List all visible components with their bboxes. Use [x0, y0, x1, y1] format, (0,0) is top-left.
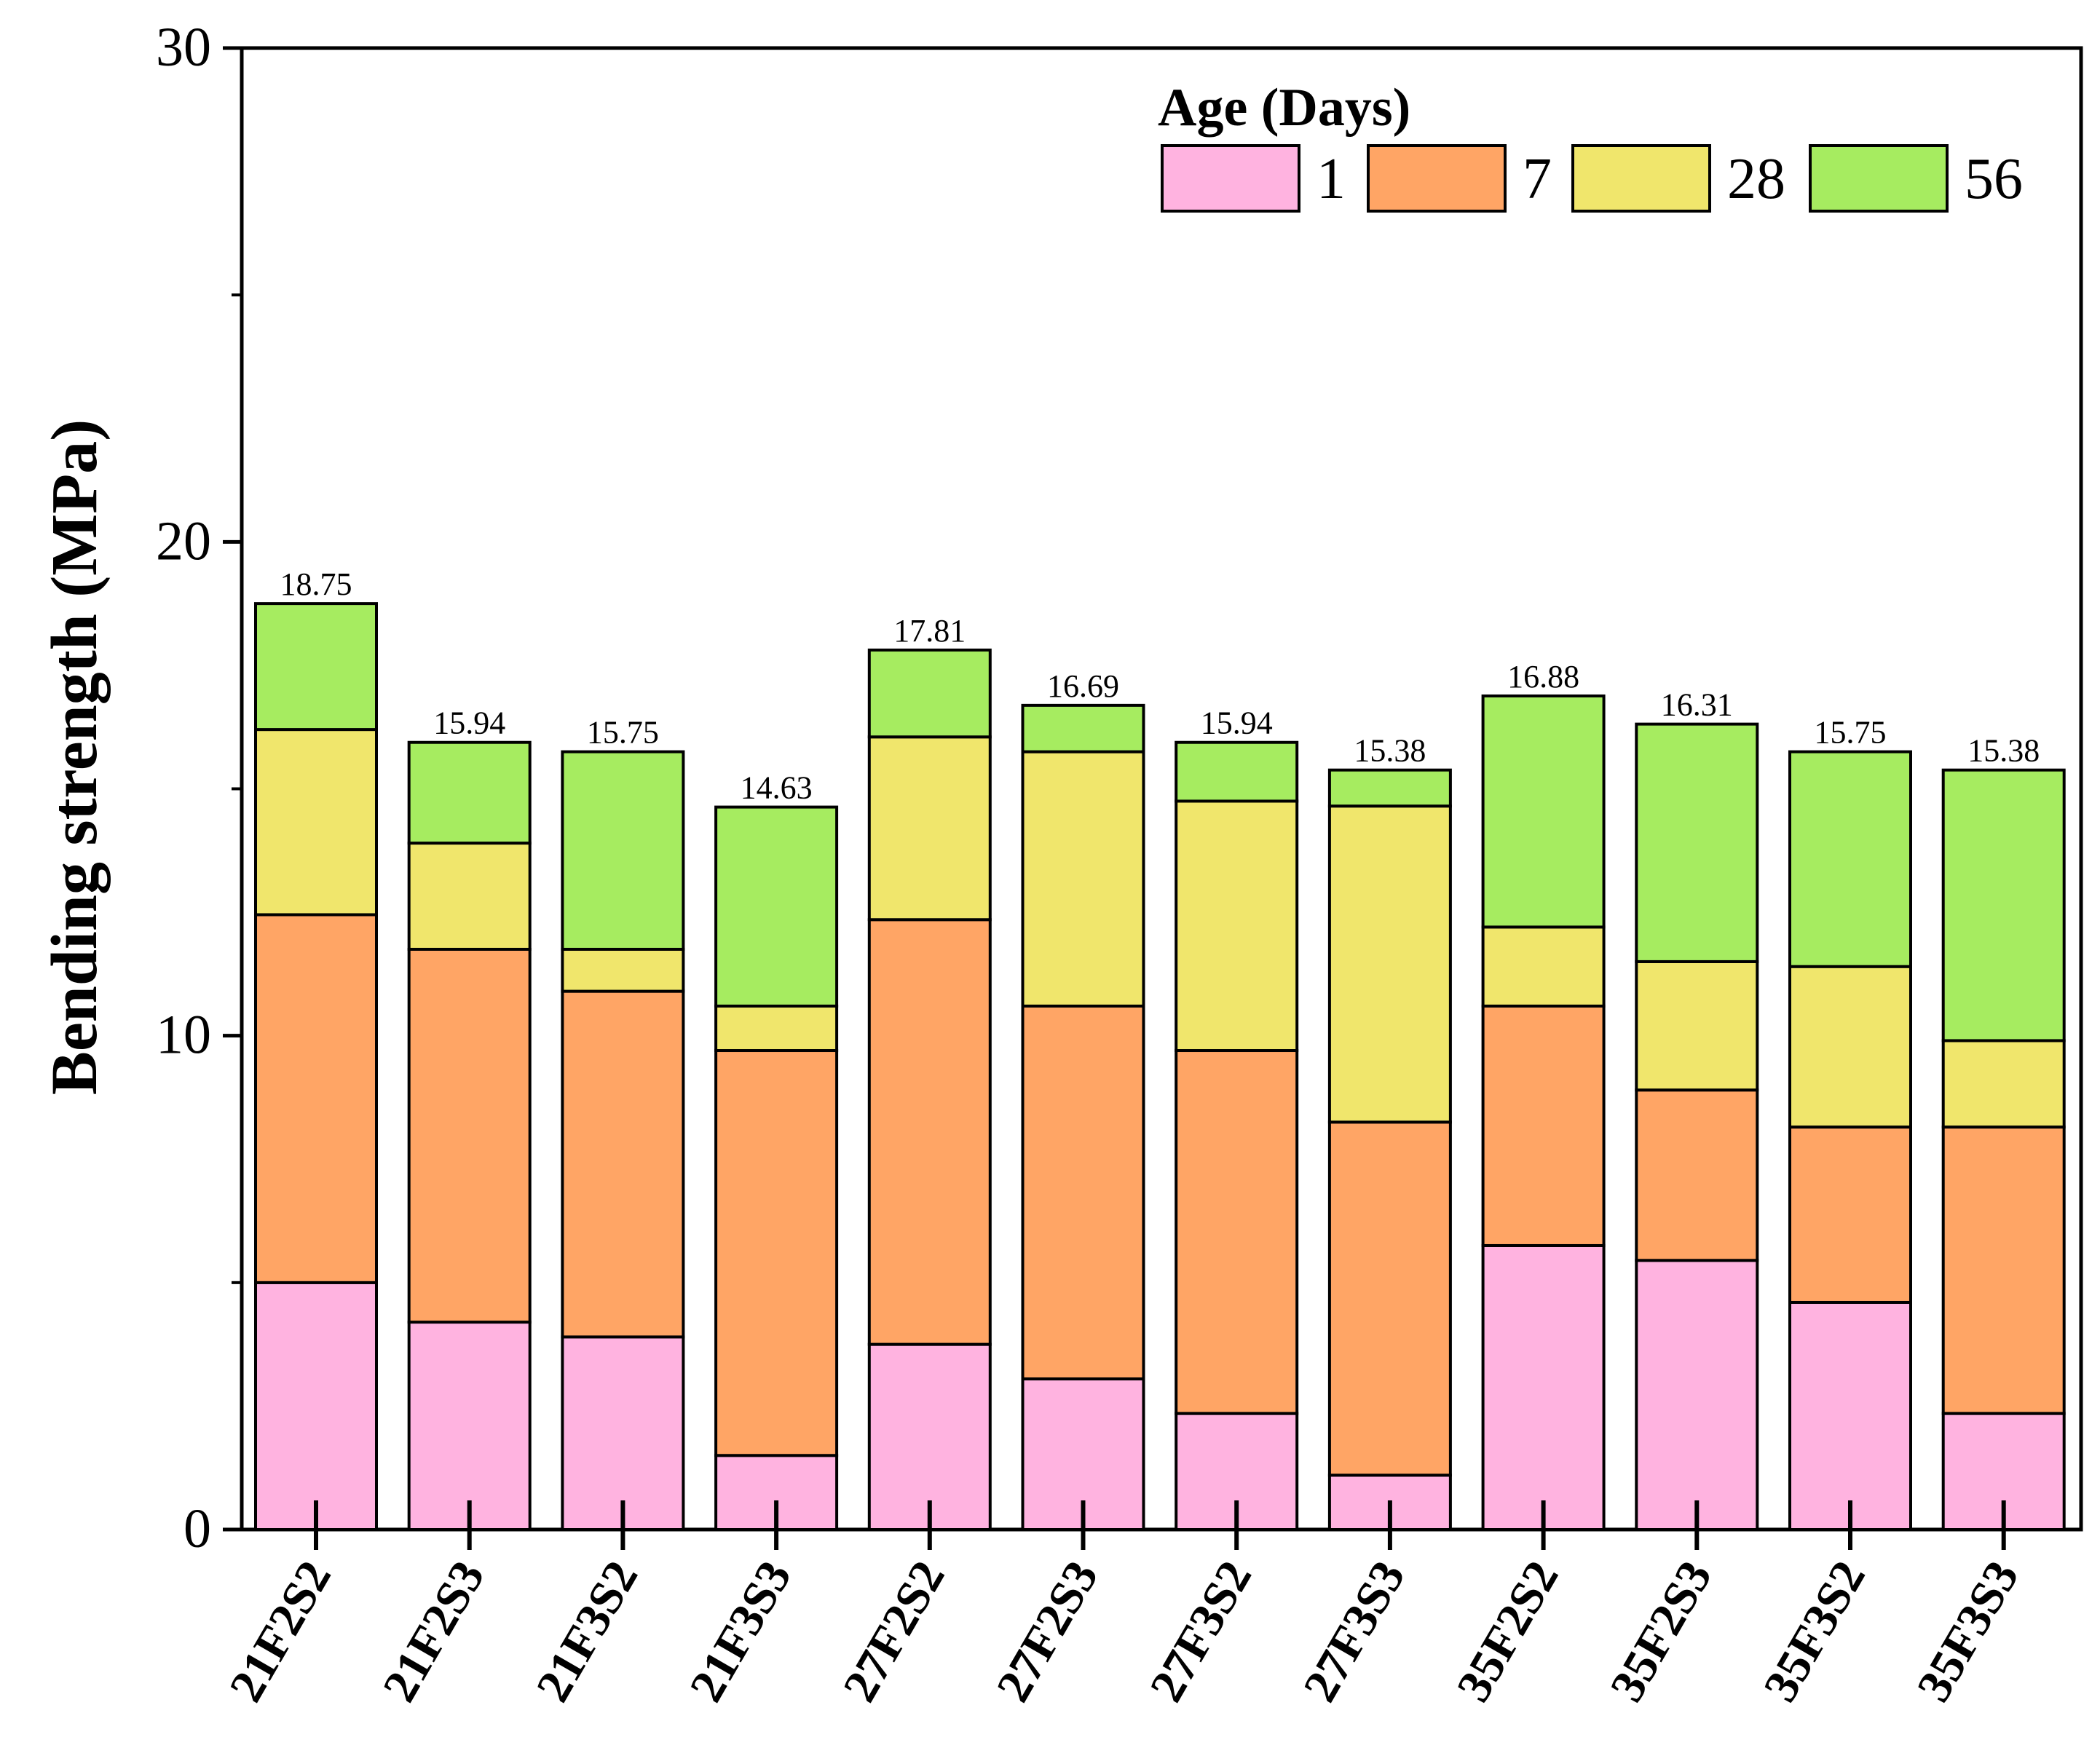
total-label: 17.81 — [893, 613, 966, 649]
bar-segment — [407, 842, 532, 951]
bar-segment — [561, 947, 685, 993]
x-tick-label: 21F3S3 — [679, 1552, 802, 1711]
bar-segment — [1175, 1049, 1299, 1415]
bars — [254, 602, 2066, 1532]
total-label: 15.75 — [587, 715, 659, 751]
bar-segment — [561, 989, 685, 1339]
y-tick-label: 20 — [156, 510, 211, 571]
x-tick-label: 35F3S2 — [1753, 1552, 1876, 1711]
total-label: 16.88 — [1507, 659, 1579, 695]
y-tick-label: 10 — [156, 1005, 211, 1066]
bar-segment — [1021, 1004, 1145, 1381]
total-label: 15.94 — [433, 705, 505, 741]
bar-segment — [1941, 1039, 2066, 1129]
bar-segment — [867, 735, 992, 922]
bar-segment — [867, 918, 992, 1346]
legend: Age (Days) 1 7 28 56 — [1158, 78, 2023, 213]
total-label: 18.75 — [280, 566, 352, 602]
bar-segment — [1635, 1259, 1759, 1532]
x-tick-label: 21F2S2 — [219, 1552, 342, 1711]
total-label: 14.63 — [741, 770, 813, 806]
total-label: 15.75 — [1815, 715, 1887, 751]
bar-segment — [714, 1049, 839, 1457]
bar-segment — [1635, 959, 1759, 1092]
total-label: 16.31 — [1661, 687, 1733, 723]
legend-label: 7 — [1523, 147, 1552, 211]
legend-swatch — [1161, 144, 1300, 213]
bar-segment — [561, 750, 685, 951]
y-tick-label: 30 — [156, 17, 211, 78]
legend-label: 1 — [1317, 147, 1346, 211]
bar-segment — [1175, 799, 1299, 1053]
bar-segment — [1635, 722, 1759, 963]
x-tick-label: 27F3S2 — [1140, 1552, 1262, 1711]
x-tick-label: 35F2S3 — [1600, 1552, 1723, 1711]
bar-segment — [407, 740, 532, 845]
bar-segment — [1941, 1125, 2066, 1415]
x-tick-label: 35F2S2 — [1447, 1552, 1569, 1711]
bar-segment — [1327, 804, 1452, 1124]
y-axis-title: Bending strength (MPa) — [39, 419, 111, 1095]
bar-segment — [1941, 768, 2066, 1042]
bar-segment — [1327, 768, 1452, 808]
bar-segment — [1788, 750, 1912, 968]
bar-segment — [254, 1281, 378, 1532]
bar-segment — [254, 913, 378, 1284]
bar-segment — [1635, 1088, 1759, 1262]
bar-segment — [1327, 1120, 1452, 1477]
bar-segment — [407, 947, 532, 1324]
bar-segment — [1021, 703, 1145, 753]
legend-swatch — [1809, 144, 1949, 213]
bar-segment — [1021, 750, 1145, 1008]
x-tick-label: 27F2S3 — [987, 1552, 1109, 1711]
total-label: 15.94 — [1201, 705, 1273, 741]
bar-segment — [254, 602, 378, 732]
legend-label: 28 — [1727, 147, 1785, 211]
bar-segment — [407, 1321, 532, 1531]
x-tick-label: 27F3S3 — [1293, 1552, 1416, 1711]
y-tick-label: 0 — [183, 1498, 211, 1559]
x-tick-label: 21F2S3 — [373, 1552, 495, 1711]
total-label: 15.38 — [1967, 733, 2040, 769]
legend-title: Age (Days) — [1158, 78, 1410, 138]
bar-segment — [1175, 740, 1299, 803]
total-labels: 18.75 15.94 15.75 14.63 17.81 16.69 15.94 15.38… — [280, 566, 2040, 805]
bar-segment — [1481, 925, 1606, 1008]
bar-segment — [714, 805, 839, 1008]
x-tick-label: 35F3S3 — [1907, 1552, 2029, 1711]
bar-segment — [1481, 1243, 1606, 1532]
legend-swatch — [1367, 144, 1507, 213]
bar-segment — [714, 1004, 839, 1053]
bar-segment — [1481, 694, 1606, 929]
bar-segment — [1788, 1300, 1912, 1531]
x-tick-label: 21F3S2 — [526, 1552, 649, 1711]
legend-label: 56 — [1965, 147, 2023, 211]
total-label: 15.38 — [1354, 733, 1426, 769]
x-tick-label: 27F2S2 — [833, 1552, 955, 1711]
bar-segment — [867, 648, 992, 739]
legend-swatch — [1571, 144, 1711, 213]
bar-segment — [254, 728, 378, 917]
bar-segment — [1481, 1004, 1606, 1247]
bar-segment — [1788, 965, 1912, 1129]
total-label: 16.69 — [1047, 668, 1119, 704]
bar-segment — [1788, 1125, 1912, 1304]
